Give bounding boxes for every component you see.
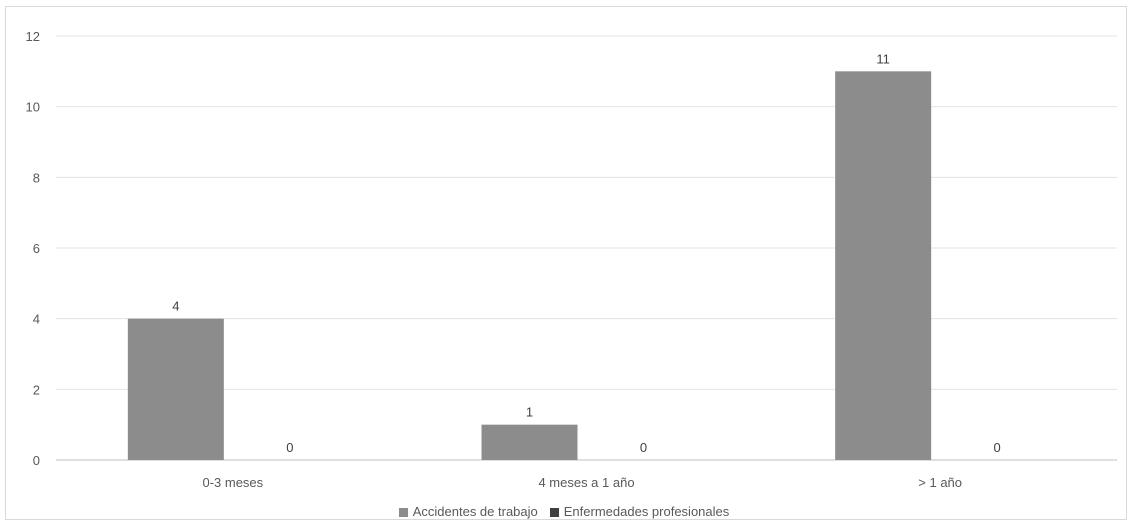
bar: [835, 71, 932, 460]
x-tick-label: 4 meses a 1 año: [538, 475, 634, 490]
data-label: 0: [640, 440, 647, 455]
bars: 4 0 1 0 11 0: [127, 51, 1001, 460]
gridlines: [56, 35, 1117, 461]
y-tick-label: 0: [33, 453, 40, 468]
y-axis: 0 2 4 6 8 10 12: [26, 29, 40, 468]
x-axis: 0-3 meses 4 meses a 1 año > 1 año: [202, 475, 962, 490]
data-label: 0: [994, 440, 1001, 455]
legend-swatch: [398, 507, 408, 517]
legend: Accidentes de trabajo Enfermedades profes…: [0, 503, 1128, 522]
y-tick-label: 6: [33, 241, 40, 256]
legend-swatch: [549, 507, 559, 517]
legend-label: Accidentes de trabajo: [412, 504, 538, 519]
data-label: 1: [526, 405, 533, 420]
legend-item: Accidentes de trabajo: [398, 503, 538, 521]
data-label: 0: [286, 440, 293, 455]
data-label: 4: [172, 299, 179, 314]
y-tick-label: 12: [26, 29, 40, 44]
x-tick-label: > 1 año: [918, 475, 962, 490]
y-tick-label: 8: [33, 170, 40, 185]
y-tick-label: 10: [26, 100, 40, 115]
legend-item: Enfermedades profesionales: [549, 503, 730, 521]
y-tick-label: 4: [33, 312, 40, 327]
legend-label: Enfermedades profesionales: [563, 504, 730, 519]
bar: [481, 424, 578, 460]
x-tick-label: 0-3 meses: [202, 475, 263, 490]
data-label: 11: [876, 51, 890, 66]
bar: [127, 318, 224, 460]
y-tick-label: 2: [33, 382, 40, 397]
